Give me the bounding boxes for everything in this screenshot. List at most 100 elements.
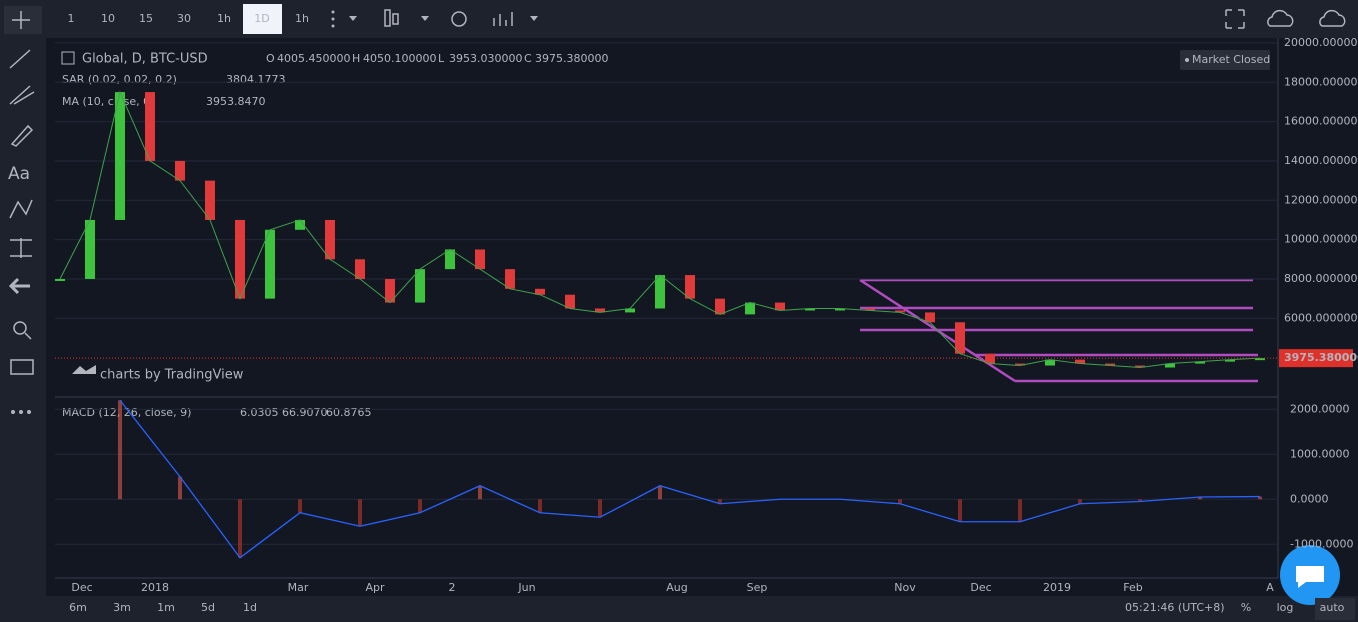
macd-histogram [1198,497,1202,500]
price-tick-label: 16000.000000 [1284,115,1358,128]
interval-button[interactable]: 15 [139,12,153,25]
candle [955,322,965,354]
cloud-upload-icon[interactable] [1319,9,1346,27]
macd-reading: 66.9070 [282,406,328,419]
range-button[interactable]: 3m [113,601,131,614]
macd-histogram [1078,499,1082,504]
ohlc-key: L [438,52,445,65]
candle-style-icon[interactable] [384,9,391,27]
time-label: Aug [666,581,687,594]
measure-icon[interactable] [10,238,32,258]
interval-button[interactable]: 10 [101,12,115,25]
sar-value: 3804.1773 [226,73,286,86]
interval-button[interactable]: 1 [68,12,75,25]
macd-histogram [958,499,962,522]
candle [535,288,545,295]
candle [325,219,335,260]
current-price-tag [1279,349,1353,368]
candle [865,308,875,311]
brush-icon[interactable] [10,124,34,147]
candle [1255,358,1265,361]
macd-tick-label: 1000.0000 [1290,447,1350,460]
time-label: Apr [365,581,385,594]
ma-line [59,90,1261,368]
fullscreen-icon[interactable] [1225,9,1245,29]
clock: 05:21:46 (UTC+8) [1125,601,1225,614]
candle [835,308,845,311]
bottom-toolbar [46,596,1358,622]
time-label: 2019 [1043,581,1071,594]
interval-button[interactable]: 1h [295,12,309,25]
ma-name: MA (10, close, 0) [62,95,154,108]
ohlc-key: H [352,52,360,65]
time-label: A [1266,581,1274,594]
back-icon[interactable] [8,277,30,295]
range-button[interactable]: 6m [69,601,87,614]
macd-histogram [1138,499,1142,502]
time-label: Dec [970,581,991,594]
fork-icon[interactable] [13,91,35,105]
candle [85,219,95,279]
interval-button[interactable]: 1D [254,12,269,25]
candle [625,308,635,313]
zoom-icon[interactable] [24,332,32,340]
price-tick-label: 8000.000000 [1284,272,1357,285]
ohlc-key: C [524,52,532,65]
trendline-icon[interactable] [9,49,31,69]
macd-tick-label: 0.0000 [1290,492,1329,505]
macd-histogram [1018,499,1022,522]
interval-button[interactable]: 1h [217,12,231,25]
more-icon[interactable] [11,410,15,414]
watermark: charts by TradingView [100,368,244,383]
macd-reading: 6.0305 [240,406,279,419]
candle-style-icon[interactable] [392,13,399,25]
time-label: 2 [449,581,456,594]
more-icon[interactable] [27,410,31,414]
interval-button[interactable]: 30 [177,12,191,25]
macd-histogram [178,476,182,500]
candle [1075,359,1085,364]
scale-button[interactable]: log [1277,601,1294,614]
candle [895,310,905,313]
price-tick-label: 20000.000000 [1284,36,1358,49]
collapse-legend[interactable] [61,51,75,65]
candle [355,259,365,279]
settings-icon[interactable] [451,11,467,27]
cloud-download-icon[interactable] [1267,9,1294,27]
time-label: 2018 [141,581,169,594]
zoom-icon[interactable] [13,321,27,335]
top-toolbar [46,0,1358,38]
time-label: Sep [747,581,768,594]
lock-icon[interactable] [10,359,34,375]
active-interval-bg [243,4,282,34]
scale-button[interactable]: % [1241,601,1251,614]
more-icon[interactable] [19,410,23,414]
candle [415,269,425,303]
scale-button[interactable]: auto [1320,601,1345,614]
candle [115,92,125,220]
macd-tick-label: -1000.0000 [1290,537,1353,550]
candle [145,92,155,161]
macd-reading: 60.8765 [326,406,372,419]
macd-histogram [898,499,902,504]
range-button[interactable]: 1d [243,601,257,614]
left-toolbar [0,0,46,622]
tv-logo [72,365,96,374]
candle [715,298,725,315]
candle [775,302,785,311]
candle [1225,359,1235,362]
current-price-label: 3975.380000 [1284,351,1358,364]
text-tool[interactable]: Aa [8,164,30,184]
fork-icon[interactable] [9,85,31,105]
candle [1105,363,1115,366]
range-button[interactable]: 5d [201,601,215,614]
price-tick-label: 10000.000000 [1284,233,1358,246]
time-label: Mar [288,581,309,594]
indicators-icon[interactable] [493,12,513,26]
ohlc-value: 3975.380000 [535,52,608,65]
range-button[interactable]: 1m [157,601,175,614]
pattern-icon[interactable] [9,199,33,219]
chat-icon[interactable] [1296,566,1324,588]
